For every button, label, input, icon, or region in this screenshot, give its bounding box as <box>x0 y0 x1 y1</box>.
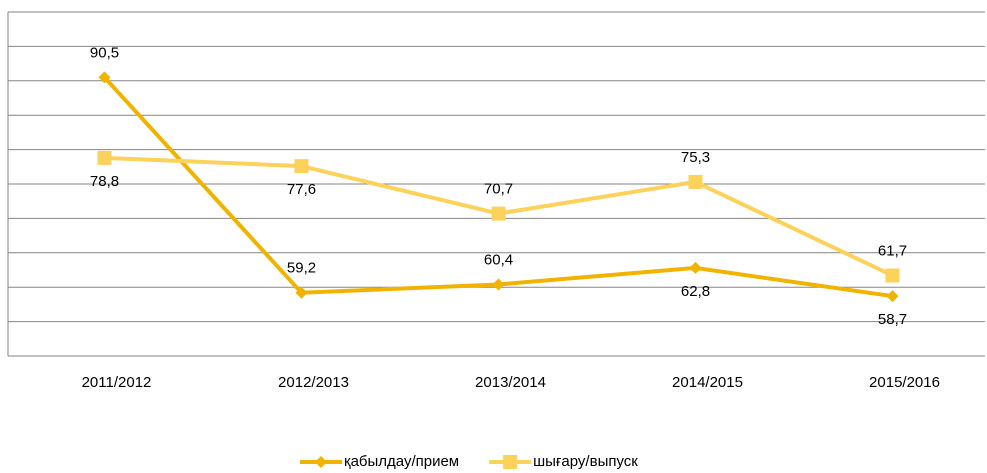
point <box>885 268 900 283</box>
legend-marker <box>503 455 518 469</box>
data-label: 62,8 <box>681 283 710 300</box>
data-label: 59,2 <box>287 260 316 277</box>
point <box>98 71 111 84</box>
data-label: 90,5 <box>90 44 119 61</box>
legend-label: қабылдау/прием <box>344 453 459 470</box>
point <box>97 150 112 165</box>
data-label: 61,7 <box>878 242 907 259</box>
x-tick-label: 2013/2014 <box>475 374 546 391</box>
legend-label: шығару/выпуск <box>533 453 638 470</box>
point <box>689 261 702 274</box>
point <box>491 206 506 221</box>
x-tick-label: 2015/2016 <box>869 374 940 391</box>
point <box>886 290 899 303</box>
legend-marker <box>315 456 327 468</box>
data-label: 75,3 <box>681 149 710 166</box>
data-label: 78,8 <box>90 173 119 190</box>
point <box>294 159 309 174</box>
data-label: 58,7 <box>878 311 907 328</box>
data-label: 70,7 <box>484 181 513 198</box>
x-tick-label: 2012/2013 <box>278 374 349 391</box>
point <box>492 278 505 291</box>
data-label: 77,6 <box>287 181 316 198</box>
data-label: 60,4 <box>484 251 513 268</box>
x-tick-label: 2011/2012 <box>82 374 152 391</box>
point <box>295 286 308 299</box>
x-tick-label: 2014/2015 <box>672 374 743 391</box>
point <box>688 174 703 189</box>
